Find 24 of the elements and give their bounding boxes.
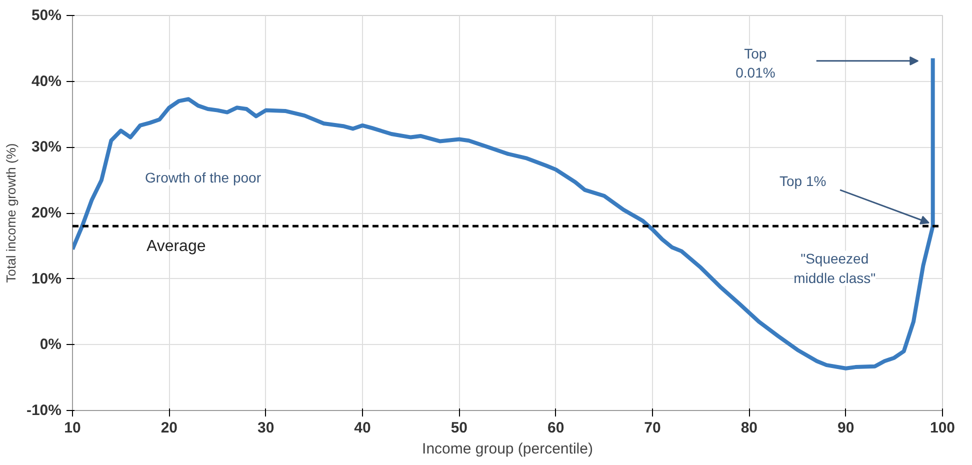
x-tick-label: 90 bbox=[837, 420, 854, 436]
annotation: "Squeezed middle class" bbox=[794, 250, 876, 286]
x-axis-title: Income group (percentile) bbox=[422, 440, 593, 458]
x-tick-label: 30 bbox=[257, 420, 274, 436]
ref-line-label: Average bbox=[146, 238, 206, 256]
y-tick-label: 40% bbox=[31, 72, 62, 90]
annotation: Top 1% bbox=[779, 173, 826, 190]
y-tick-label: -10% bbox=[26, 402, 62, 419]
x-tick-label: 70 bbox=[644, 420, 661, 436]
annotation: Growth of the poor bbox=[145, 169, 262, 186]
y-tick-label: 30% bbox=[31, 138, 62, 156]
x-tick-label: 20 bbox=[160, 420, 178, 436]
x-tick-label: 50 bbox=[450, 420, 468, 436]
y-axis-title: Total income growth (%) bbox=[3, 143, 18, 283]
x-tick-label: 80 bbox=[740, 420, 758, 436]
y-tick-label: 20% bbox=[31, 204, 62, 222]
y-tick-label: 0% bbox=[40, 336, 62, 354]
x-tick-label: 10 bbox=[64, 420, 81, 436]
y-tick-label: 10% bbox=[31, 270, 62, 288]
x-tick-label: 100 bbox=[930, 420, 956, 436]
x-tick-label: 40 bbox=[354, 420, 371, 436]
annotation: Top 0.01% bbox=[736, 45, 776, 80]
y-tick-label: 50% bbox=[31, 7, 62, 24]
x-tick-label: 60 bbox=[547, 420, 564, 436]
